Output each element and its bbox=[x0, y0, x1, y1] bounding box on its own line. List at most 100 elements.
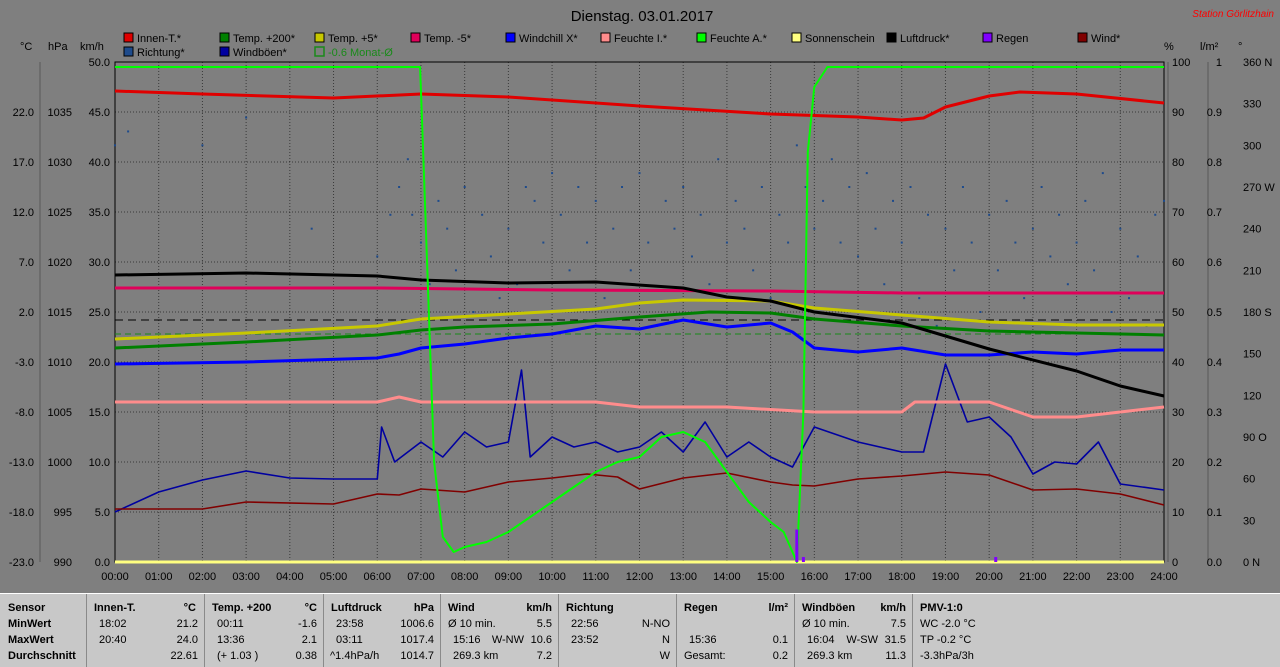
stats-wind-avg10-label: Ø 10 min. bbox=[448, 618, 496, 630]
stats-temp200-min-time: 00:11 bbox=[217, 618, 244, 630]
stats-temp200-title: Temp. +200 bbox=[212, 602, 272, 614]
stats-luftdruck: Luftdruck hPa 23:58 1006.6 03:11 1017.4 … bbox=[324, 594, 441, 667]
legend-swatch bbox=[219, 32, 230, 43]
y-tick-degree: 30 bbox=[1243, 515, 1255, 527]
legend-label: Sonnenschein bbox=[805, 33, 875, 45]
stats-richtung: Richtung 22:56 N-NO 23:52 N W bbox=[559, 594, 677, 667]
direction-point bbox=[551, 172, 554, 175]
direction-point bbox=[594, 199, 597, 202]
stats-wind-unit: km/h bbox=[526, 602, 552, 614]
y-tick-degree: 90 O bbox=[1243, 432, 1267, 444]
direction-point bbox=[1031, 227, 1034, 230]
direction-point bbox=[310, 227, 313, 230]
stats-avg-label: Durchschnitt bbox=[8, 650, 76, 662]
stats-windboen-avg10: 7.5 bbox=[890, 618, 906, 630]
direction-point bbox=[795, 144, 798, 147]
stats-min-label: MinWert bbox=[8, 618, 52, 630]
x-tick-label: 11:00 bbox=[582, 571, 609, 583]
direction-point bbox=[577, 186, 580, 188]
legend-swatch bbox=[791, 32, 802, 43]
series-line bbox=[115, 66, 1164, 563]
legend-swatch bbox=[219, 46, 230, 57]
direction-point bbox=[769, 297, 772, 300]
legend-label: Innen-T.* bbox=[137, 33, 182, 45]
stats-innen-title: Innen-T. bbox=[94, 602, 136, 614]
y-tick-rain: 0.9 bbox=[1207, 107, 1222, 119]
stats-innen-min-time: 18:02 bbox=[99, 618, 127, 630]
y-tick-percent: 30 bbox=[1172, 407, 1184, 419]
y-tick-percent: 50 bbox=[1172, 307, 1184, 319]
direction-point bbox=[1154, 213, 1157, 216]
direction-point bbox=[848, 186, 851, 188]
direction-point bbox=[481, 213, 484, 216]
axis-ticks: 00:00 01:00 02:00 03:00 04:00 05:00 06:00 07:00… bbox=[9, 57, 1275, 583]
stats-richtung-min-time: 22:56 bbox=[571, 618, 599, 630]
x-tick-label: 23:00 bbox=[1107, 571, 1135, 583]
y-tick-rain: 0.2 bbox=[1207, 457, 1222, 469]
x-tick-label: 10:00 bbox=[538, 571, 566, 583]
unit-rain: l/m² bbox=[1200, 41, 1219, 53]
direction-point bbox=[559, 213, 562, 216]
y-tick-degree: 60 bbox=[1243, 474, 1255, 486]
direction-point bbox=[944, 227, 947, 230]
direction-point bbox=[1084, 199, 1087, 202]
stats-luftdruck-max: 1017.4 bbox=[400, 634, 434, 646]
y-tick-celsius: -8.0 bbox=[15, 407, 34, 419]
stats-regen-title: Regen bbox=[684, 602, 718, 614]
x-tick-label: 06:00 bbox=[363, 571, 391, 583]
direction-point bbox=[996, 269, 999, 272]
direction-point bbox=[114, 144, 116, 147]
y-tick-kmh: 35.0 bbox=[89, 207, 110, 219]
y-tick-degree: 360 N bbox=[1243, 57, 1272, 69]
stats-richtung-max: N bbox=[662, 634, 670, 646]
direction-point bbox=[970, 241, 973, 244]
stats-luftdruck-unit: hPa bbox=[413, 602, 434, 614]
direction-point bbox=[918, 297, 921, 300]
x-tick-label: 05:00 bbox=[320, 571, 348, 583]
y-tick-kmh: 45.0 bbox=[89, 107, 110, 119]
x-tick-label: 14:00 bbox=[713, 571, 741, 583]
direction-point bbox=[1023, 297, 1026, 300]
y-tick-hpa: 1035 bbox=[48, 107, 72, 119]
direction-point bbox=[874, 227, 877, 230]
direction-point bbox=[472, 311, 475, 313]
direction-point bbox=[1136, 255, 1139, 258]
direction-point bbox=[406, 158, 409, 161]
stats-pmv-wc: WC -2.0 °C bbox=[920, 618, 976, 630]
y-tick-celsius: 7.0 bbox=[19, 257, 34, 269]
direction-point bbox=[682, 186, 685, 188]
stats-pmv: PMV-1:0 WC -2.0 °C TP -0.2 °C -3.3hPa/3h bbox=[913, 594, 1013, 667]
x-tick-label: 03:00 bbox=[232, 571, 260, 583]
stats-temp200-max: 2.1 bbox=[301, 634, 317, 646]
y-tick-kmh: 5.0 bbox=[95, 507, 110, 519]
y-tick-rain: 0.7 bbox=[1207, 207, 1222, 219]
x-tick-label: 08:00 bbox=[451, 571, 479, 583]
direction-point bbox=[900, 241, 903, 244]
stats-temp200-unit: °C bbox=[304, 602, 317, 614]
y-tick-rain: 0.3 bbox=[1207, 407, 1222, 419]
direction-point bbox=[734, 199, 737, 202]
direction-point bbox=[568, 269, 571, 272]
stats-windboen: Windböen km/h Ø 10 min. 7.5 16:04 W-SW 3… bbox=[795, 594, 913, 667]
y-tick-kmh: 20.0 bbox=[89, 357, 110, 369]
stats-luftdruck-min-time: 23:58 bbox=[336, 618, 364, 630]
direction-point bbox=[743, 227, 746, 230]
y-tick-rain: 0.1 bbox=[1207, 507, 1222, 519]
y-tick-rain: 0.6 bbox=[1207, 257, 1222, 269]
stats-innen-max: 24.0 bbox=[176, 634, 198, 646]
direction-point bbox=[245, 116, 248, 119]
stats-regen-total-label: Gesamt: bbox=[684, 650, 726, 662]
legend-swatch bbox=[314, 46, 325, 57]
y-tick-degree: 270 W bbox=[1243, 182, 1275, 194]
direction-point bbox=[953, 269, 956, 272]
x-tick-label: 13:00 bbox=[669, 571, 697, 583]
y-tick-percent: 0 bbox=[1172, 557, 1178, 569]
direction-point bbox=[489, 255, 492, 258]
direction-point bbox=[612, 227, 615, 230]
stats-windboen-avg: 11.3 bbox=[885, 650, 906, 662]
direction-point bbox=[463, 186, 466, 188]
y-tick-hpa: 1030 bbox=[48, 157, 72, 169]
y-tick-degree: 300 bbox=[1243, 140, 1261, 152]
x-tick-label: 18:00 bbox=[888, 571, 916, 583]
stats-regen-unit: l/m² bbox=[768, 602, 788, 614]
